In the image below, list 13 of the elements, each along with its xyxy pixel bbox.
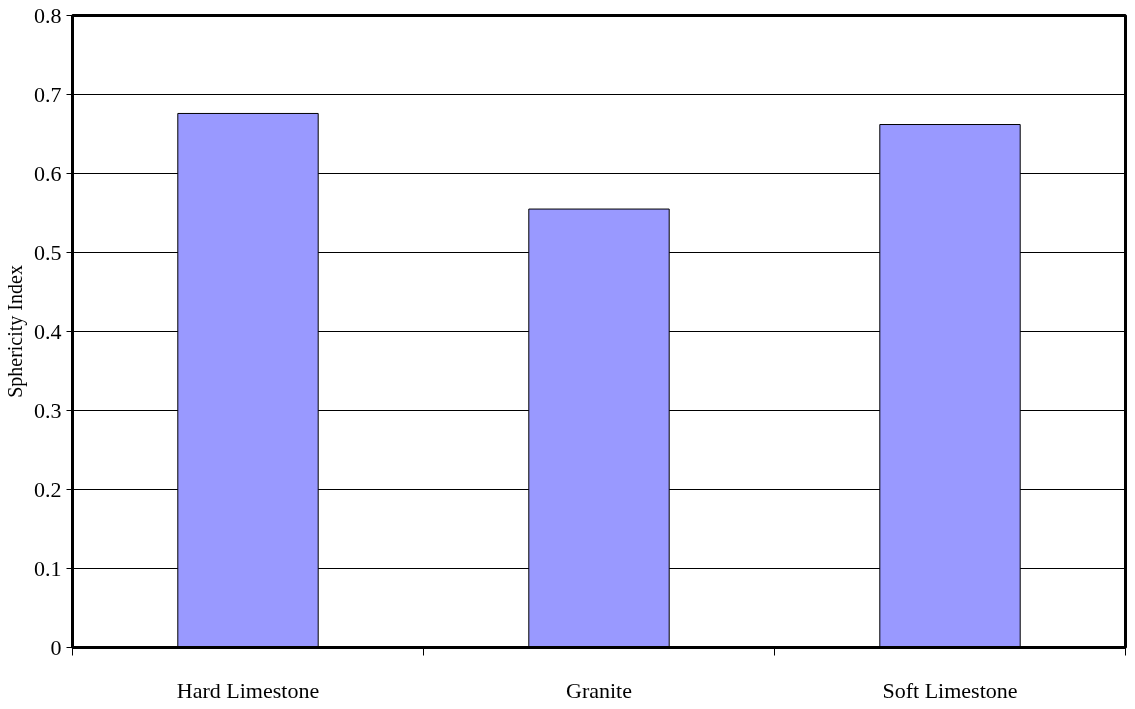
y-tick-label: 0.8 [34, 2, 62, 28]
y-tick-label: 0 [50, 634, 62, 660]
x-tick-label: Soft Limestone [882, 677, 1018, 703]
y-tick-label: 0.7 [34, 81, 62, 107]
y-tick-label: 0.6 [34, 160, 62, 186]
y-tick-label: 0.4 [34, 318, 62, 344]
x-tick-label: Hard Limestone [176, 677, 320, 703]
y-tick-label: 0.5 [34, 239, 62, 265]
y-tick-label: 0.3 [34, 397, 62, 423]
y-tick-label: 0.1 [34, 555, 62, 581]
y-tick-label: 0.2 [34, 476, 62, 502]
y-axis-title: Sphericity Index [4, 265, 27, 398]
x-tick-label: Granite [566, 677, 632, 703]
